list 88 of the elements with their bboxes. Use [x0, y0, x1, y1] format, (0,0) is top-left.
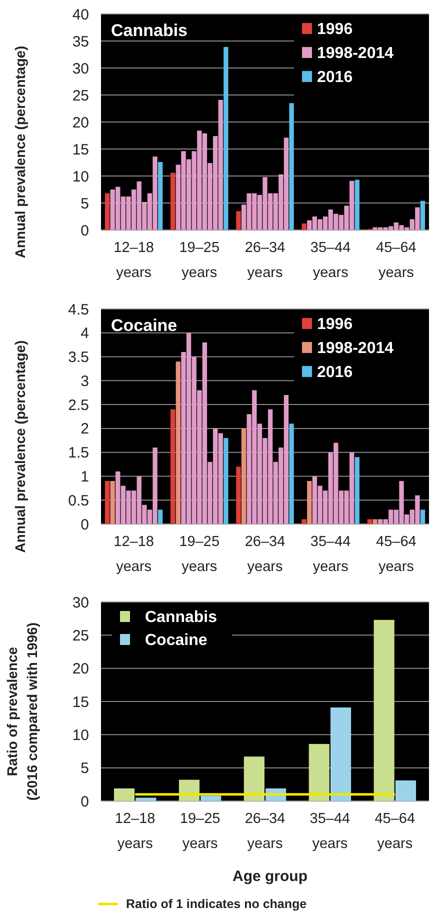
- bar: [330, 707, 352, 801]
- bar: [372, 519, 378, 524]
- y-tick-label: 5: [80, 760, 89, 778]
- x-tick-label: 35–44 years: [310, 811, 350, 852]
- legend-label: Cocaine: [145, 632, 208, 649]
- bar: [136, 798, 156, 801]
- x-tick-label: 45–64 years: [374, 811, 416, 852]
- bar: [307, 481, 312, 524]
- x-tick-label: 35–44 years: [310, 240, 351, 281]
- bar: [244, 756, 264, 801]
- y-tick-label: 4.5: [68, 301, 89, 318]
- bar: [224, 438, 228, 524]
- y-tick-label: 5: [80, 195, 89, 212]
- y-tick-label: 1: [80, 468, 89, 486]
- y-tick-label: 35: [72, 33, 89, 50]
- legend-label: 1996: [317, 316, 353, 333]
- bar: [176, 362, 181, 524]
- bar: [302, 224, 306, 230]
- bar: [110, 481, 115, 524]
- y-tick-label: 3: [80, 372, 89, 390]
- x-tick-label: 19–25 years: [179, 534, 220, 575]
- x-tick-label: 45–64 years: [376, 534, 416, 575]
- x-tick-label: 12–18 years: [114, 240, 154, 281]
- bar: [158, 162, 163, 230]
- y-axis-title: Annual prevalence (percentage): [12, 340, 28, 553]
- chart-title: Cocaine: [111, 316, 178, 335]
- y-tick-label: 30: [72, 60, 89, 78]
- y-tick-label: 0: [80, 222, 89, 240]
- bar: [420, 510, 426, 524]
- x-tick-label: 12–18 years: [114, 811, 156, 852]
- y-axis-title: Ratio of prevalence (2016 compared with 1996): [4, 622, 40, 801]
- bar: [104, 193, 110, 230]
- bar: [241, 428, 246, 524]
- y-tick-label: 4: [80, 325, 89, 342]
- y-tick-label: 15: [72, 694, 89, 711]
- bar: [158, 510, 163, 524]
- legend-label: 2016: [317, 69, 353, 86]
- y-tick-label: 10: [72, 726, 89, 744]
- x-tick-label: 45–64 years: [376, 240, 416, 281]
- bar: [170, 172, 176, 230]
- y-tick-label: 10: [72, 168, 89, 186]
- y-tick-label: 20: [72, 660, 89, 678]
- bar: [302, 519, 306, 524]
- bar: [374, 620, 394, 801]
- y-tick-label: 20: [72, 114, 89, 132]
- x-tick-label: 26–34 years: [244, 811, 286, 852]
- y-tick-label: 30: [72, 594, 89, 612]
- y-tick-label: 0: [80, 793, 89, 810]
- x-tick-label: 35–44 years: [310, 534, 351, 575]
- y-tick-label: 0.5: [68, 492, 89, 510]
- y-tick-label: 3.5: [68, 349, 89, 366]
- bar: [289, 103, 294, 230]
- x-axis-title: Age group: [232, 868, 308, 885]
- y-tick-label: 40: [72, 6, 89, 24]
- y-tick-label: 25: [72, 87, 89, 104]
- y-tick-label: 2.5: [68, 396, 89, 414]
- y-tick-label: 25: [72, 627, 89, 644]
- x-tick-label: 26–34 years: [244, 534, 286, 575]
- y-tick-label: 1.5: [68, 444, 89, 462]
- x-tick-label: 19–25 years: [179, 240, 220, 281]
- legend-label: Cannabis: [145, 609, 218, 626]
- bar: [308, 744, 330, 801]
- text: Ratio of 1 indicates no change: [126, 897, 307, 911]
- y-tick-label: 2: [80, 420, 89, 438]
- legend-label: 1998-2014: [317, 45, 394, 62]
- y-tick-label: 15: [72, 141, 89, 158]
- x-tick-label: 19–25 years: [180, 811, 220, 852]
- bar: [104, 481, 110, 524]
- bar: [200, 796, 222, 801]
- y-tick-label: 0: [80, 516, 89, 534]
- x-tick-label: 26–34 years: [244, 240, 286, 281]
- bar: [420, 200, 426, 230]
- bar: [170, 409, 176, 524]
- bar: [114, 788, 135, 801]
- x-tick-label: 12–18 years: [114, 534, 154, 575]
- chart-title: Cannabis: [111, 21, 188, 40]
- bar: [395, 780, 416, 801]
- bar: [367, 519, 372, 524]
- bar: [354, 457, 360, 524]
- bar: [224, 46, 228, 230]
- legend-label: 1998-2014: [317, 340, 394, 357]
- bar: [289, 424, 294, 524]
- bar: [236, 211, 241, 230]
- bar: [354, 180, 360, 230]
- y-axis-title: Annual prevalence (percentage): [12, 46, 28, 258]
- bar: [236, 466, 241, 524]
- legend-label: 1996: [317, 21, 353, 38]
- legend-label: 2016: [317, 364, 353, 381]
